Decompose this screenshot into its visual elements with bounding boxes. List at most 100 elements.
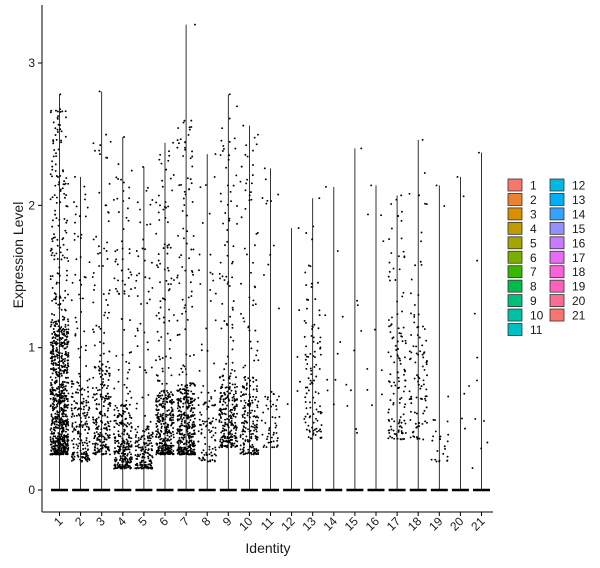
point — [155, 404, 158, 407]
point — [422, 379, 425, 382]
point — [214, 389, 216, 392]
point — [256, 404, 259, 407]
legend-item-10: 10 — [507, 309, 544, 323]
point — [49, 436, 52, 439]
point — [192, 415, 195, 418]
point — [318, 429, 320, 432]
point — [226, 418, 229, 420]
point — [183, 389, 186, 392]
point — [399, 332, 402, 335]
point — [147, 463, 150, 466]
point — [252, 163, 254, 166]
point — [56, 342, 59, 345]
point — [65, 444, 68, 447]
point — [393, 437, 396, 440]
point — [51, 332, 54, 335]
point — [425, 203, 428, 206]
point — [162, 412, 165, 415]
point — [229, 315, 232, 318]
point — [250, 191, 252, 194]
point — [52, 369, 55, 372]
point — [324, 185, 327, 188]
point — [86, 379, 89, 382]
point — [408, 192, 411, 195]
point — [96, 389, 99, 392]
point — [63, 341, 65, 344]
point — [410, 334, 413, 336]
point — [55, 393, 58, 396]
point — [149, 420, 152, 423]
point — [316, 342, 319, 345]
point — [261, 433, 264, 436]
point — [151, 286, 154, 289]
point — [223, 429, 226, 432]
point — [159, 204, 161, 207]
point — [65, 434, 68, 437]
point — [67, 381, 70, 384]
point — [52, 142, 55, 145]
point — [166, 409, 169, 412]
point — [187, 133, 190, 136]
point — [151, 456, 154, 459]
point — [127, 392, 130, 395]
point — [203, 458, 206, 461]
point — [52, 140, 55, 143]
point — [106, 434, 109, 437]
point — [419, 397, 422, 400]
point — [190, 290, 193, 293]
point — [213, 362, 215, 365]
point — [118, 293, 121, 295]
point — [202, 449, 205, 452]
point — [254, 398, 257, 401]
point — [252, 395, 255, 398]
point — [66, 371, 69, 374]
point — [397, 357, 400, 360]
point — [92, 376, 95, 379]
point — [120, 422, 122, 425]
point — [54, 127, 57, 130]
point — [55, 423, 58, 426]
point — [115, 176, 118, 179]
point — [93, 331, 95, 333]
point — [167, 205, 170, 208]
point — [137, 436, 140, 439]
point — [225, 166, 228, 169]
point — [124, 452, 127, 455]
point — [77, 455, 80, 458]
point — [424, 397, 426, 400]
point — [78, 442, 81, 445]
point — [50, 430, 53, 433]
points-12 — [286, 227, 301, 406]
point — [92, 421, 95, 424]
point — [99, 395, 102, 398]
point — [124, 455, 126, 458]
point — [99, 431, 102, 434]
point — [59, 368, 62, 371]
point — [57, 432, 60, 435]
point — [102, 384, 105, 387]
point — [61, 432, 63, 434]
point — [169, 246, 172, 249]
point — [229, 430, 232, 433]
point — [88, 261, 91, 264]
point — [51, 251, 54, 254]
point — [194, 23, 196, 26]
point — [267, 432, 270, 435]
point — [389, 279, 391, 282]
point — [250, 182, 253, 185]
point — [189, 355, 191, 357]
point — [59, 427, 62, 430]
point — [51, 362, 54, 365]
point — [53, 236, 56, 239]
point — [222, 398, 225, 401]
point — [168, 319, 171, 322]
point — [210, 395, 213, 398]
point — [165, 443, 168, 446]
point — [199, 282, 202, 285]
point — [267, 407, 270, 410]
point — [186, 177, 189, 180]
point — [103, 437, 106, 440]
point — [214, 403, 217, 406]
point — [304, 353, 307, 356]
point — [88, 440, 91, 443]
